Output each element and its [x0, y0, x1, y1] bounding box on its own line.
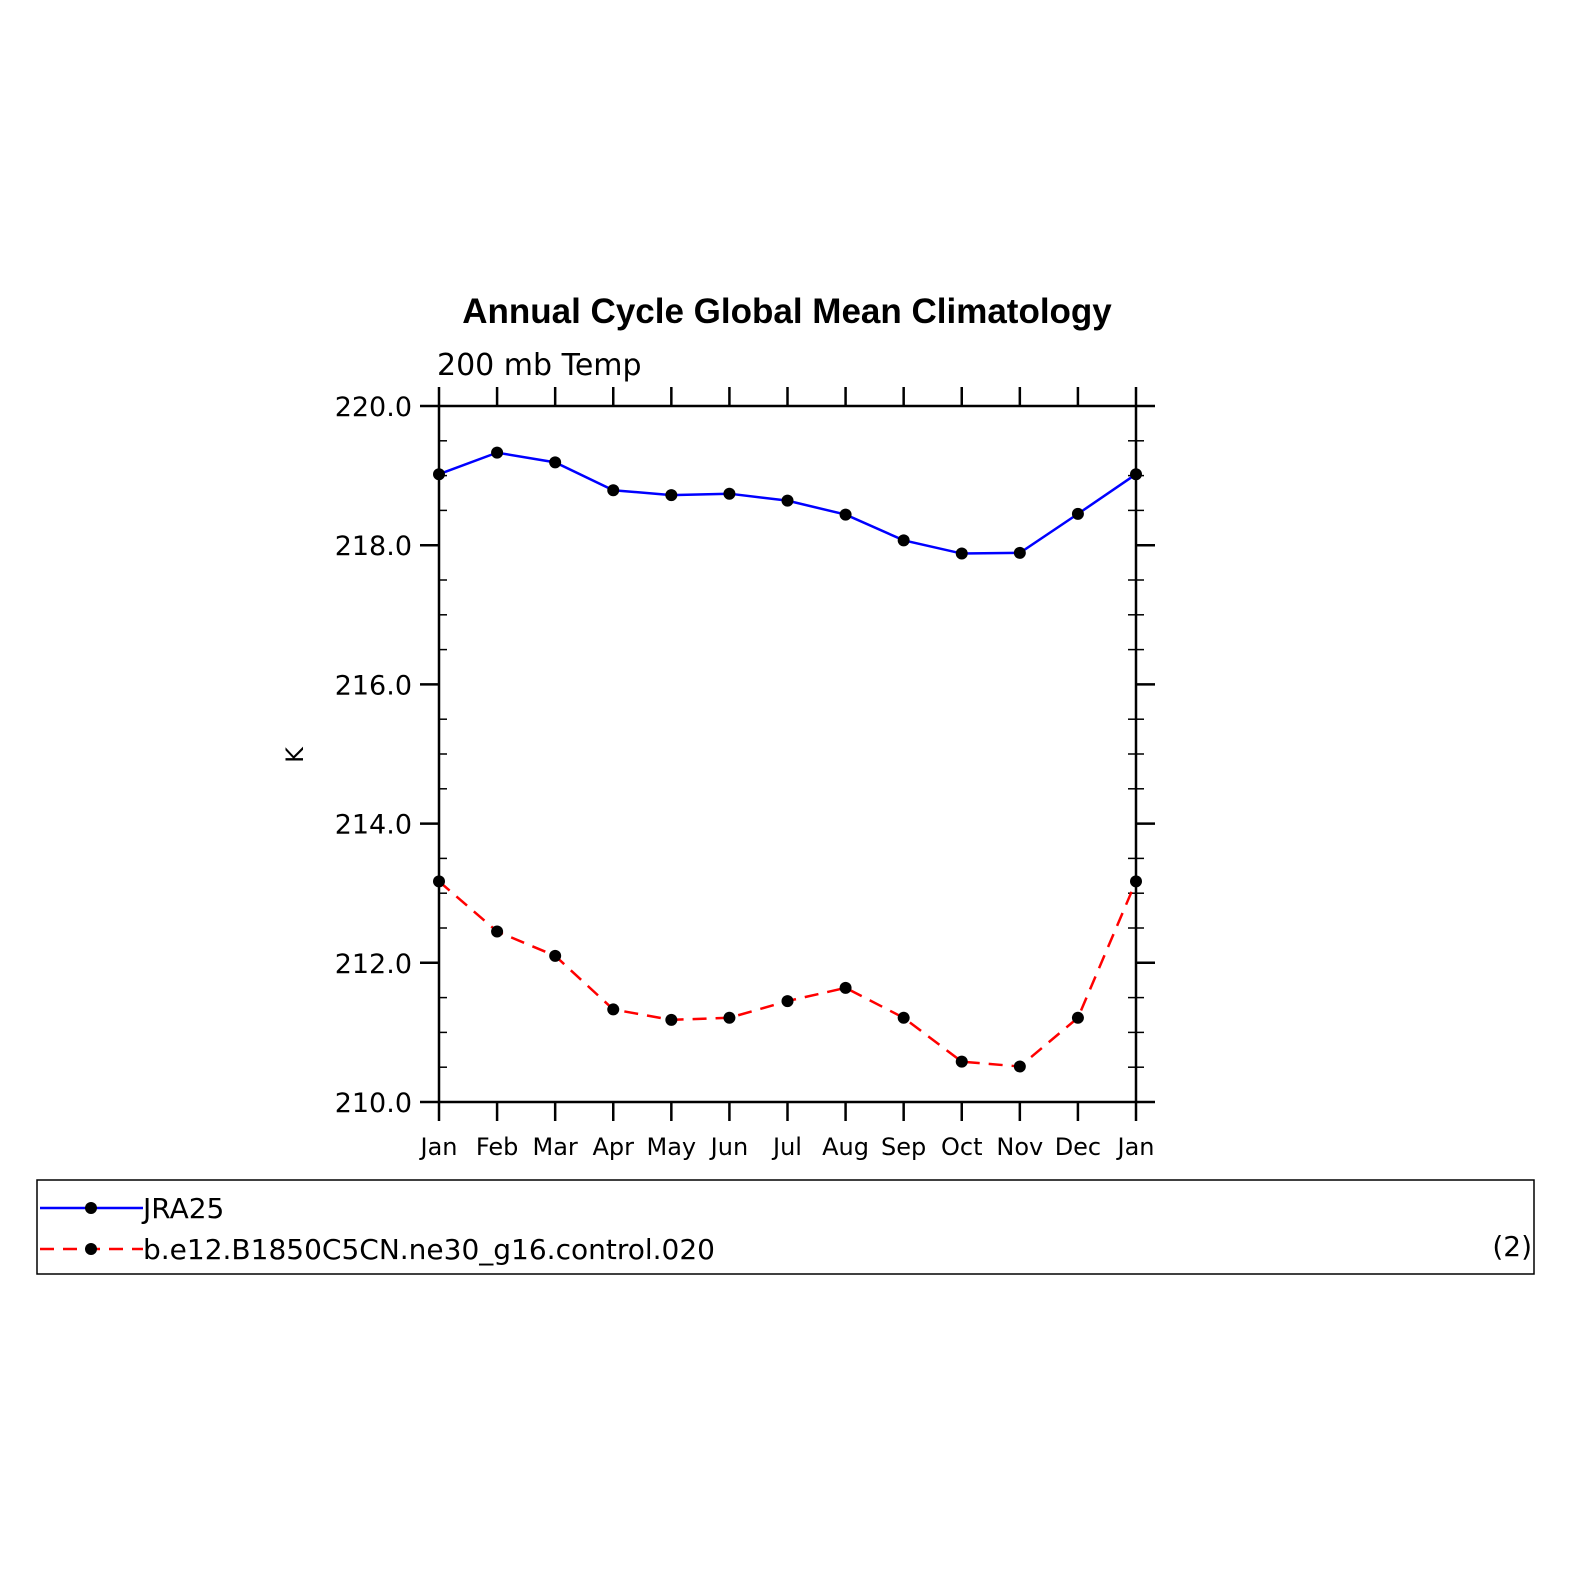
series-0-point	[607, 484, 620, 497]
y-axis-label: K	[281, 746, 309, 763]
legend-label-0: JRA25	[141, 1192, 224, 1225]
x-tick-label: Oct	[941, 1133, 983, 1161]
series-1-point	[955, 1055, 968, 1068]
legend-marker-0	[85, 1202, 97, 1214]
y-tick-label: 210.0	[335, 1088, 412, 1119]
x-axis: Jan Feb Mar Apr May Jun Jul Aug Sep Oct Nov Dec Jan	[419, 387, 1155, 1161]
series-0-point	[955, 547, 968, 560]
x-tick-label: Dec	[1055, 1133, 1101, 1161]
x-tick-label: Apr	[592, 1133, 634, 1161]
legend-frame	[36, 1179, 1535, 1275]
series-layer	[433, 446, 1142, 1073]
x-tick-label: Jul	[771, 1133, 802, 1161]
series-0-point	[665, 489, 678, 502]
x-tick-label: Jan	[1116, 1133, 1155, 1161]
series-1-point	[491, 925, 504, 938]
series-0-point	[1071, 507, 1084, 520]
series-1-point	[1013, 1060, 1026, 1073]
series-1-point	[897, 1011, 910, 1024]
x-tick-label: Nov	[996, 1133, 1043, 1161]
x-tick-label: Jun	[709, 1133, 749, 1161]
series-0-point	[781, 494, 794, 507]
series-0-point	[723, 487, 736, 500]
y-tick-label: 216.0	[335, 670, 412, 701]
series-0-point	[549, 456, 562, 469]
x-tick-label: Sep	[881, 1133, 926, 1161]
y-tick-label: 212.0	[335, 949, 412, 980]
series-0-point	[491, 446, 504, 459]
series-1-point	[1071, 1011, 1084, 1024]
x-tick-label: Jan	[419, 1133, 458, 1161]
x-tick-label: Mar	[533, 1133, 578, 1161]
series-1-point	[839, 981, 852, 994]
series-0-point	[897, 534, 910, 547]
series-1-point	[1130, 875, 1142, 888]
y-tick-label: 220.0	[335, 392, 412, 423]
series-0-point	[1130, 468, 1142, 481]
y-tick-label: 214.0	[335, 810, 412, 841]
legend-annotation: (2)	[1492, 1230, 1532, 1263]
series-1-point	[781, 995, 794, 1008]
series-1-point	[607, 1003, 620, 1016]
series-1-point	[549, 949, 562, 962]
chart-subtitle: 200 mb Temp	[437, 348, 642, 383]
series-0-point	[433, 468, 445, 481]
series-1-point	[665, 1013, 678, 1026]
plot-frame	[437, 404, 1138, 1104]
legend-marker-1	[85, 1243, 97, 1255]
y-axis: 210.0 212.0 214.0 216.0 218.0 220.0	[335, 392, 1155, 1119]
chart-title: Annual Cycle Global Mean Climatology	[462, 292, 1112, 331]
legend-label-1: b.e12.B1850C5CN.ne30_g16.control.020	[143, 1233, 715, 1266]
series-0-point	[839, 508, 852, 521]
x-tick-label: May	[647, 1133, 697, 1161]
x-tick-label: Aug	[822, 1133, 869, 1161]
legend: JRA25 b.e12.B1850C5CN.ne30_g16.control.02…	[36, 1179, 1535, 1275]
series-0-point	[1013, 546, 1026, 559]
series-line-1	[438, 880, 1138, 1068]
y-tick-label: 218.0	[335, 531, 412, 562]
series-1-point	[723, 1011, 736, 1024]
x-tick-label: Feb	[476, 1133, 519, 1161]
series-1-point	[433, 875, 445, 888]
